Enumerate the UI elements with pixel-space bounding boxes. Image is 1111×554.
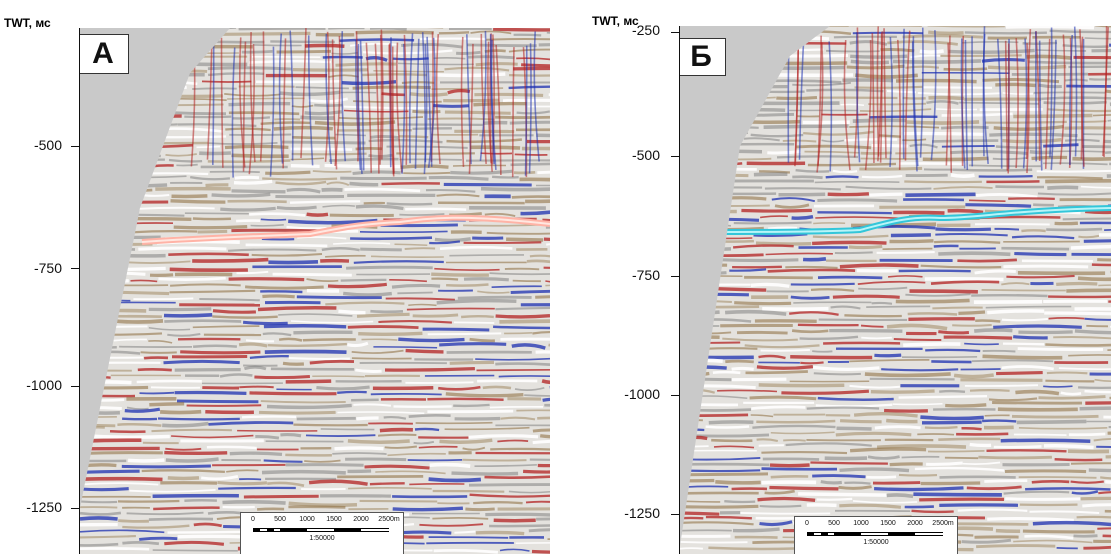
seismic-panel-b: TWT, мс -250 -500 -750 -1000 -1250 Б 0 5…	[556, 0, 1111, 554]
scale-label: 2500m	[378, 516, 400, 523]
panel-label-a: А	[80, 34, 129, 74]
seismic-section-a: А 0 500 1000 1500 2000 2500m 1:50000	[80, 28, 550, 554]
tick-mark	[671, 156, 679, 157]
scale-bar-graphic	[253, 528, 389, 532]
tick-mark	[671, 514, 679, 515]
tick-mark	[671, 32, 679, 33]
scale-label: 0	[251, 516, 255, 523]
seismic-reflectors	[80, 28, 550, 554]
tick-mark	[71, 508, 79, 509]
seismic-reflectors	[680, 26, 1111, 554]
y-axis-line	[79, 28, 80, 554]
tick-label: -500	[33, 137, 62, 153]
scale-label: 1000	[299, 516, 315, 523]
seismic-panel-a: TWT, мс -500 -750 -1000 -1250 А 0 500 10…	[0, 0, 555, 554]
tick-mark	[671, 276, 679, 277]
tick-mark	[71, 268, 79, 269]
scale-bar-b: 0 500 1000 1500 2000 2500m 1:50000	[794, 516, 958, 554]
scale-bar-graphic	[807, 532, 943, 536]
scale-label: 500	[828, 520, 840, 527]
scale-label: 1500	[326, 516, 342, 523]
scale-label: 1000	[853, 520, 869, 527]
tick-label: -1250	[26, 499, 62, 515]
scale-label: 2000	[353, 516, 369, 523]
seismic-image-a	[80, 28, 550, 554]
scale-ratio: 1:50000	[309, 535, 335, 542]
tick-mark	[71, 386, 79, 387]
tick-label: -1250	[624, 505, 660, 521]
y-axis-line	[679, 26, 680, 554]
scale-label: 0	[805, 520, 809, 527]
axis-title: TWT, мс	[4, 16, 51, 30]
tick-mark	[671, 395, 679, 396]
seismic-image-b	[680, 26, 1111, 554]
scale-ratio: 1:50000	[863, 539, 889, 546]
tick-mark	[71, 146, 79, 147]
tick-label: -1000	[26, 377, 62, 393]
scale-bar-labels: 0 500 1000 1500 2000 2500m	[241, 516, 403, 526]
scale-bar-a: 0 500 1000 1500 2000 2500m 1:50000	[240, 512, 404, 554]
tick-label: -500	[631, 147, 660, 163]
seismic-section-b: Б 0 500 1000 1500 2000 2500m 1:50000	[680, 26, 1111, 554]
scale-bar-labels: 0 500 1000 1500 2000 2500m	[795, 520, 957, 530]
axis-title: TWT, мс	[592, 14, 639, 28]
tick-label: -250	[631, 22, 660, 38]
tick-label: -1000	[624, 386, 660, 402]
scale-label: 2000	[907, 520, 923, 527]
scale-label: 2500m	[932, 520, 954, 527]
scale-label: 500	[274, 516, 286, 523]
panel-label-b: Б	[680, 38, 726, 76]
scale-label: 1500	[880, 520, 896, 527]
tick-label: -750	[631, 267, 660, 283]
tick-label: -750	[33, 260, 62, 276]
